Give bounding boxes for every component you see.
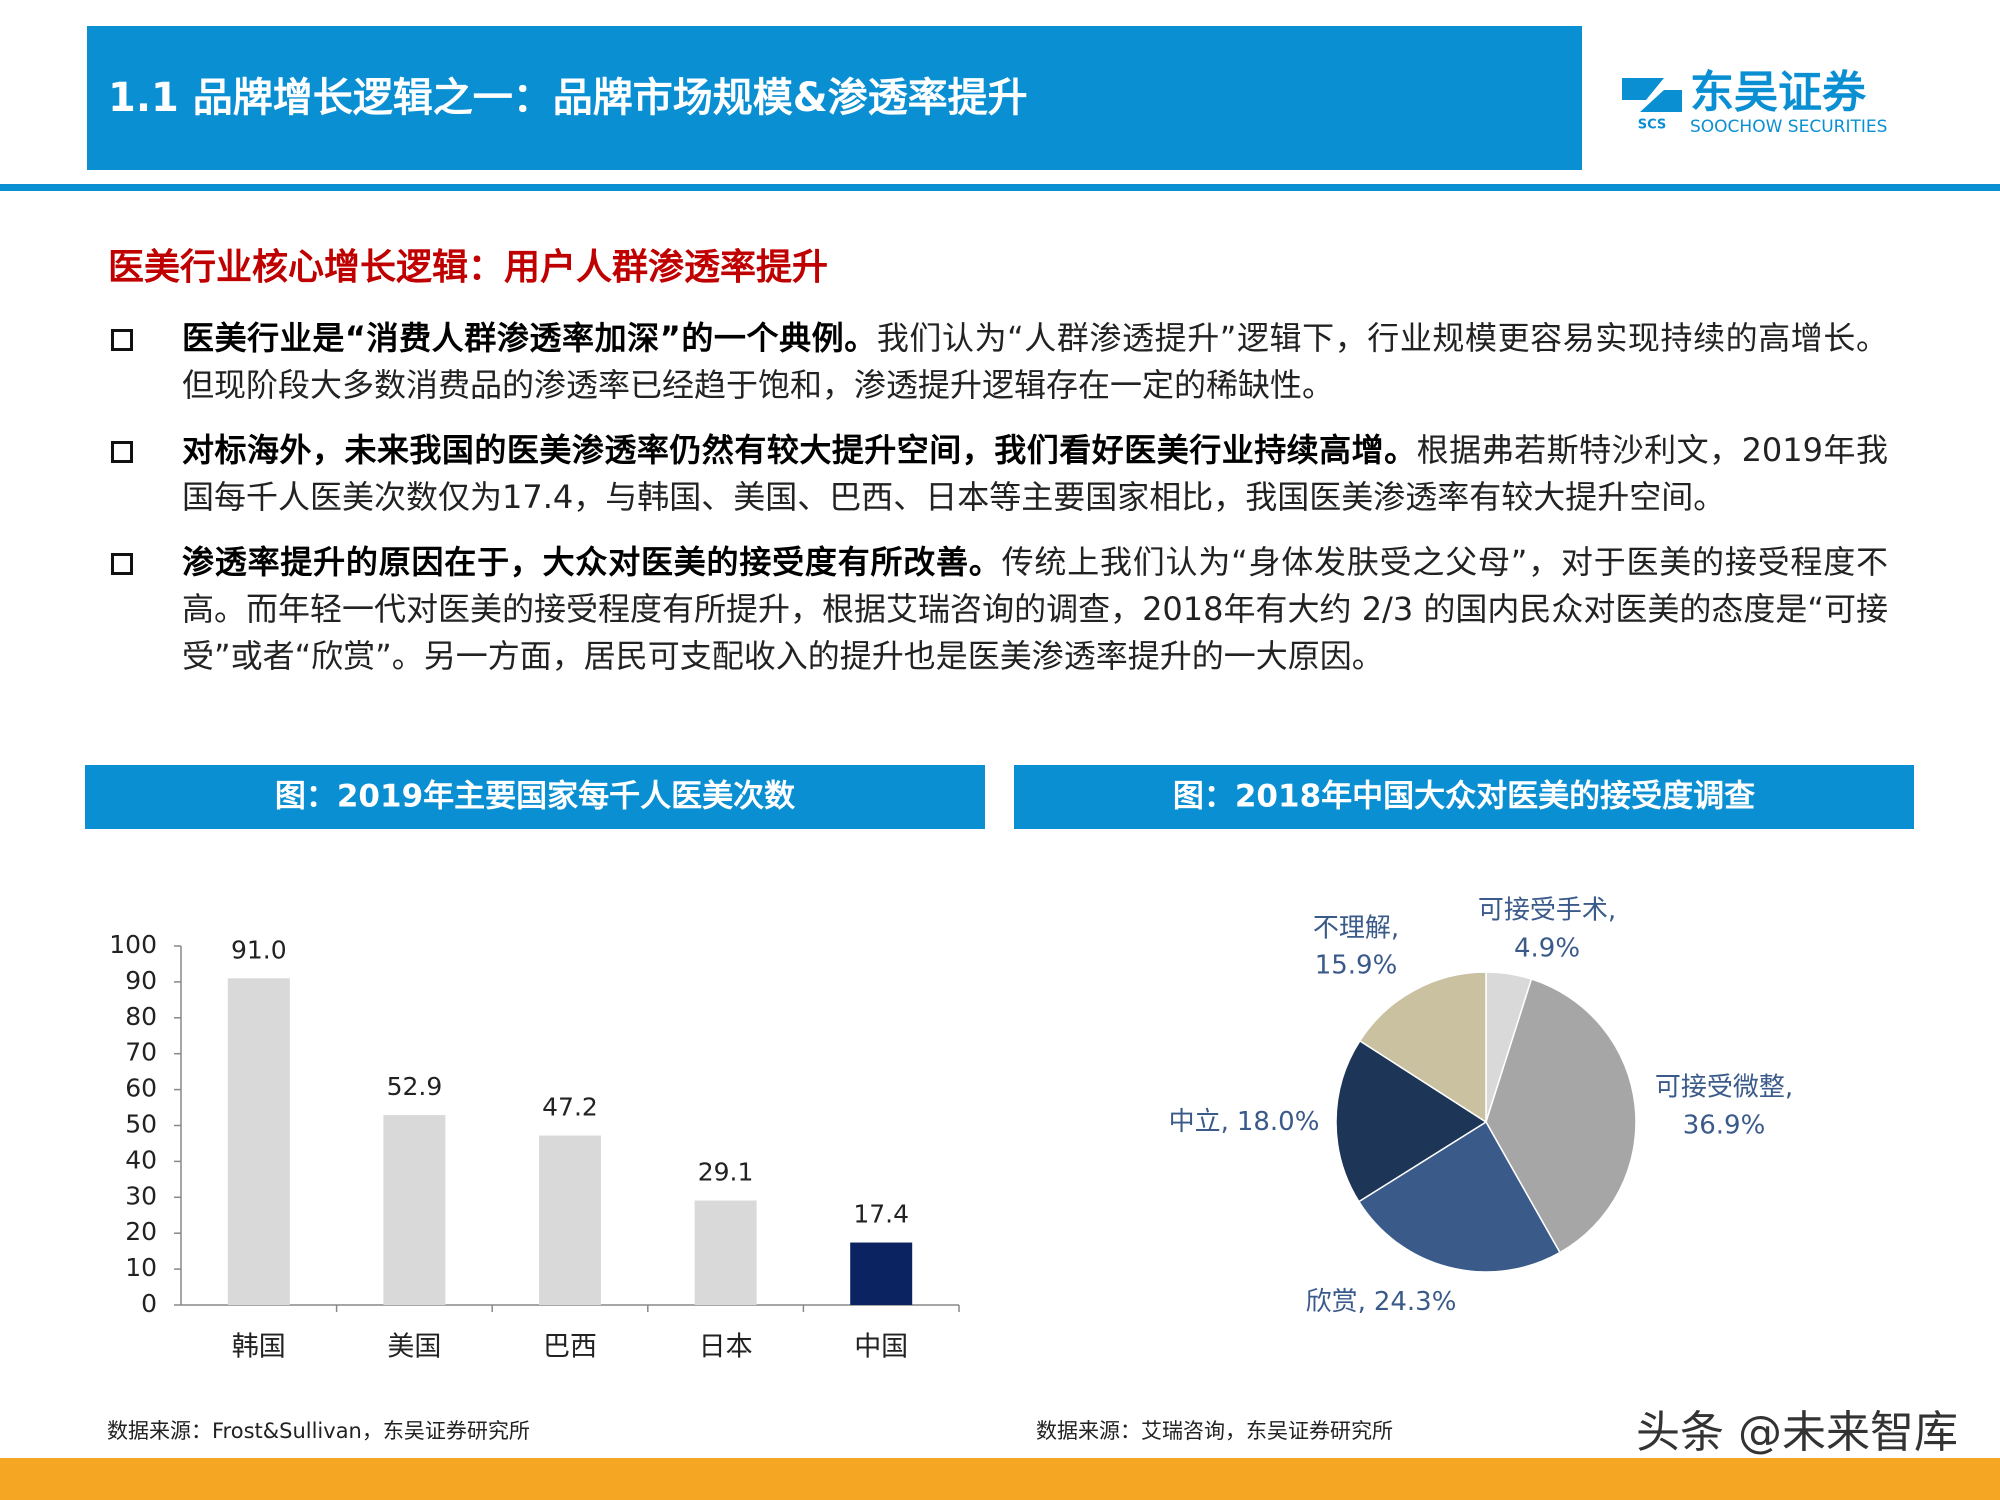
y-tick-label: 0 — [141, 1289, 157, 1318]
logo-icon — [1622, 78, 1682, 112]
logo-cn: 东吴证券 — [1690, 67, 1867, 118]
bullet-bold: 对标海外，未来我国的医美渗透率仍然有较大提升空间，我们看好医美行业持续高增。 — [182, 431, 1417, 469]
bar — [694, 1200, 757, 1305]
bullet-bold: 医美行业是“消费人群渗透率加深”的一个典例。 — [182, 319, 877, 357]
y-tick-label: 20 — [125, 1217, 157, 1246]
value-label: 29.1 — [698, 1158, 754, 1187]
pie-label: 中立, 18.0% — [1169, 1107, 1320, 1137]
bullet: 对标海外，未来我国的医美渗透率仍然有较大提升空间，我们看好医美行业持续高增。根据… — [108, 427, 1888, 521]
pie-category: 中立, — [1169, 1107, 1229, 1137]
x-tick-label: 巴西 — [543, 1332, 597, 1363]
pie-value: 18.0% — [1237, 1107, 1320, 1137]
y-tick-label: 10 — [125, 1253, 157, 1282]
bullet: 医美行业是“消费人群渗透率加深”的一个典例。我们认为“人群渗透提升”逻辑下，行业… — [108, 315, 1888, 409]
x-tick-label: 日本 — [699, 1332, 753, 1363]
bullet-text: 我们认为“人群渗透提升”逻辑下，行业规模更容易实现持续的高增长。但现阶段大多数消… — [182, 319, 1888, 404]
bullet: 渗透率提升的原因在于，大众对医美的接受度有所改善。传统上我们认为“身体发肤受之父… — [108, 539, 1888, 680]
chart-title: 图：2018年中国大众对医美的接受度调查 — [1173, 779, 1755, 815]
y-tick-label: 60 — [125, 1074, 157, 1103]
y-tick-label: 40 — [125, 1145, 157, 1174]
x-tick-label: 中国 — [854, 1332, 908, 1363]
pie-category: 不理解, — [1313, 914, 1399, 944]
pie-label: 欣赏, 24.3% — [1306, 1287, 1457, 1317]
header-band — [87, 26, 1582, 170]
bullet-text: 根据弗若斯特沙利文，2019年我国每千人医美次数仅为17.4，与韩国、美国、巴西… — [182, 431, 1888, 516]
chart-header — [85, 765, 985, 829]
pie-slice — [1358, 971, 1487, 1124]
pie-category: 可接受微整, — [1655, 1073, 1793, 1103]
y-tick-label: 30 — [125, 1181, 157, 1210]
source: 数据来源：Frost&Sullivan，东吴证券研究所 — [107, 1419, 530, 1443]
value-label: 47.2 — [542, 1093, 598, 1122]
bullet-list: 医美行业是“消费人群渗透率加深”的一个典例。我们认为“人群渗透提升”逻辑下，行业… — [108, 315, 1888, 698]
chart-header — [1014, 765, 1914, 829]
header-line — [0, 184, 2000, 191]
logo: SCS 东吴证券 SOOCHOW SECURITIES — [1622, 67, 1887, 137]
pie-category: 欣赏, — [1306, 1287, 1366, 1317]
bar — [227, 978, 290, 1305]
y-tick-label: 100 — [109, 930, 157, 959]
value-label: 91.0 — [231, 935, 287, 964]
logo-mark: SCS — [1638, 118, 1667, 133]
source: 数据来源：艾瑞咨询，东吴证券研究所 — [1036, 1419, 1393, 1443]
chart-title: 图：2019年主要国家每千人医美次数 — [275, 779, 795, 815]
bar — [383, 1115, 446, 1305]
section-title: 医美行业核心增长逻辑：用户人群渗透率提升 — [108, 247, 828, 288]
y-tick-label: 80 — [125, 1002, 157, 1031]
header-title: 1.1 品牌增长逻辑之一：品牌市场规模&渗透率提升 — [108, 75, 1028, 121]
bullet-bold: 渗透率提升的原因在于，大众对医美的接受度有所改善。 — [182, 543, 1002, 581]
footer-band — [0, 1458, 2000, 1500]
pie-value: 36.9% — [1683, 1111, 1766, 1141]
pie-value: 15.9% — [1315, 951, 1398, 981]
pie-value: 4.9% — [1514, 934, 1580, 964]
x-tick-label: 美国 — [387, 1332, 441, 1363]
y-tick-label: 50 — [125, 1110, 157, 1139]
watermark: 头条 @未来智库 — [1636, 1407, 1958, 1458]
bullet-text: 传统上我们认为“身体发肤受之父母”，对于医美的接受程度不高。而年轻一代对医美的接… — [182, 543, 1888, 675]
pie-slice — [1335, 1039, 1488, 1203]
pie-category: 可接受手术, — [1478, 896, 1616, 926]
pie-slice — [1485, 978, 1637, 1254]
value-label: 17.4 — [853, 1200, 909, 1229]
bar — [539, 1135, 601, 1305]
pie-value: 24.3% — [1374, 1287, 1457, 1317]
bar — [850, 1242, 913, 1305]
y-tick-label: 90 — [125, 966, 157, 995]
logo-en: SOOCHOW SECURITIES — [1690, 117, 1887, 137]
y-tick-label: 70 — [125, 1038, 157, 1067]
pie-slice — [1357, 1120, 1561, 1273]
value-label: 52.9 — [387, 1072, 443, 1101]
x-tick-label: 韩国 — [232, 1332, 286, 1363]
